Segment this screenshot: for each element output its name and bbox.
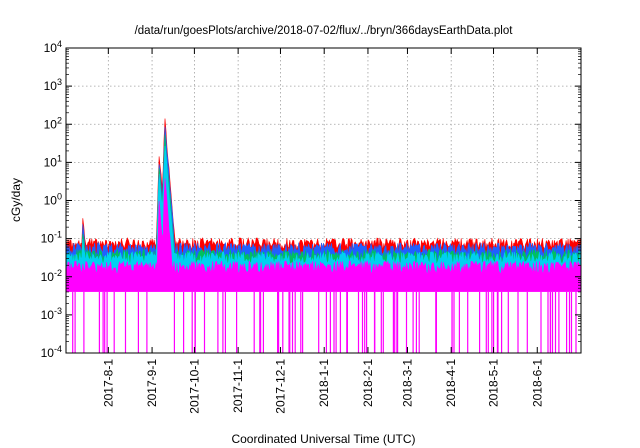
y-axis: 10-4 10-3 10-2 10-1 100 101 102 103 104	[41, 39, 581, 360]
x-tick-label: 2017-9-1	[145, 359, 159, 407]
y-tick-label: 10-4	[41, 344, 62, 360]
x-tick-label: 2017-10-1	[187, 359, 201, 414]
x-tick-label: 2018-2-1	[361, 359, 375, 407]
series-floor-mask	[66, 291, 581, 353]
x-tick-label: 2018-4-1	[444, 359, 458, 407]
x-tick-label: 2017-8-1	[101, 359, 115, 407]
chart-title: /data/run/goesPlots/archive/2018-07-02/f…	[135, 25, 514, 37]
y-tick-label: 103	[44, 77, 62, 93]
y-tick-label: 102	[44, 115, 62, 131]
y-tick-label: 101	[44, 153, 62, 169]
y-axis-label: cGy/day	[9, 178, 23, 222]
y-tick-label: 10-1	[41, 230, 62, 246]
y-tick-label: 10-2	[41, 268, 62, 284]
y-tick-label: 10-3	[41, 306, 62, 322]
series-dropouts	[72, 291, 577, 353]
series-layer	[66, 118, 581, 353]
x-axis-label: Coordinated Universal Time (UTC)	[231, 432, 415, 446]
x-tick-label: 2018-3-1	[400, 359, 414, 407]
x-tick-label: 2017-11-1	[231, 359, 245, 413]
x-axis: 2017-8-1 2017-9-1 2017-10-1 2017-11-1 2017-1…	[101, 48, 544, 414]
x-tick-label: 2018-1-1	[317, 359, 331, 407]
x-tick-label: 2018-5-1	[487, 359, 501, 407]
y-tick-label: 100	[44, 192, 62, 208]
x-tick-label: 2017-12-1	[273, 359, 287, 414]
x-tick-label: 2018-6-1	[530, 359, 544, 407]
y-tick-label: 104	[44, 39, 62, 55]
